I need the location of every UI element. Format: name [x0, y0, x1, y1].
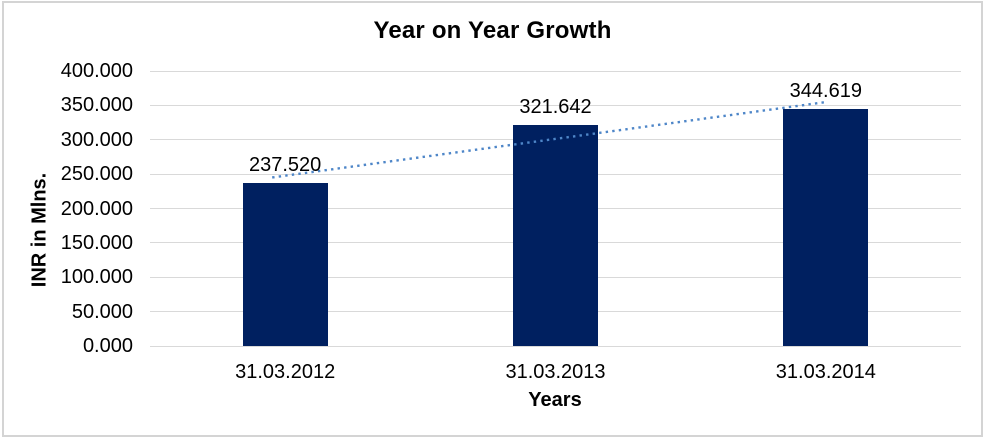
y-tick-label: 50.000 [71, 300, 133, 323]
data-label: 237.520 [249, 153, 322, 176]
gridline [150, 70, 961, 72]
gridline [150, 345, 961, 347]
y-tick-label: 250.000 [60, 163, 133, 186]
y-tick-label: 400.000 [60, 60, 133, 82]
x-tick-label: 31.03.2013 [505, 361, 606, 383]
bar [242, 182, 328, 346]
y-tick-label: 0.000 [82, 335, 133, 357]
x-tick-label: 31.03.2014 [775, 361, 876, 383]
y-tick-label: 100.000 [60, 266, 133, 289]
y-tick-label: 200.000 [60, 197, 133, 220]
y-tick-label: 150.000 [60, 231, 133, 254]
y-tick-label: 350.000 [60, 94, 133, 117]
x-tick-label: 31.03.2012 [235, 361, 336, 383]
chart-title: Year on Year Growth [373, 17, 612, 44]
x-axis-title: Years [528, 389, 582, 411]
data-label: 344.619 [789, 80, 862, 103]
data-label: 321.642 [519, 95, 592, 118]
y-tick-label: 300.000 [60, 128, 133, 151]
